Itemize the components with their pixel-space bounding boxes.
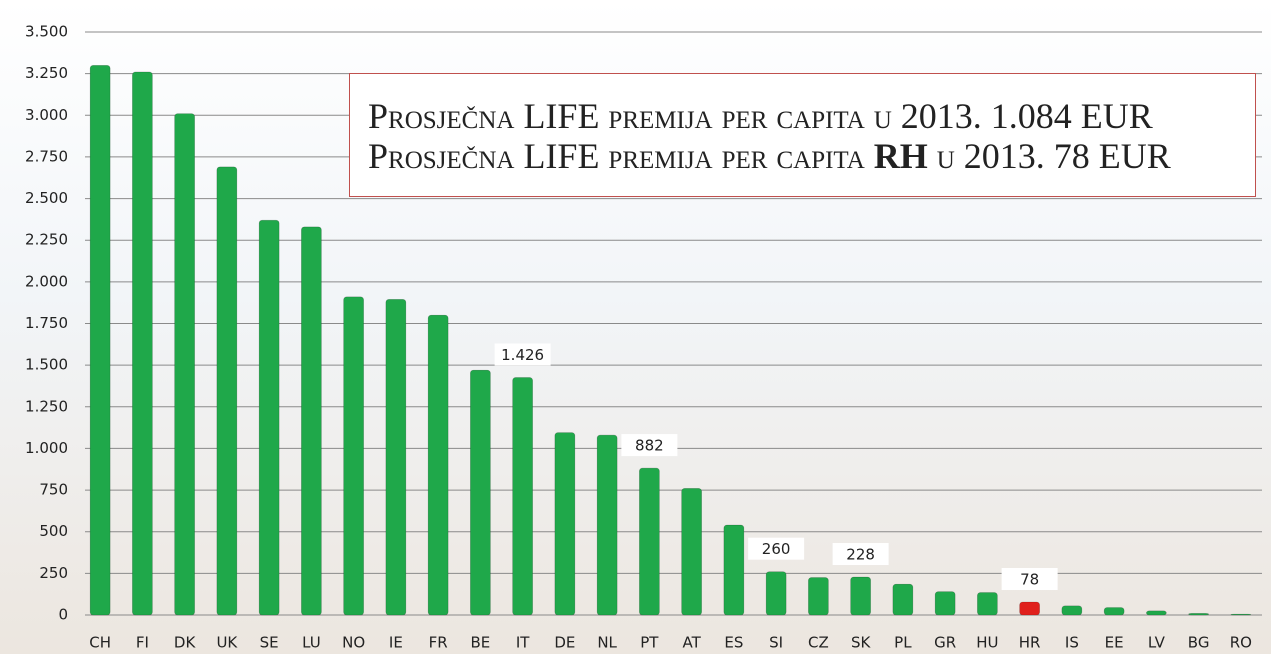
x-tick-label: RO: [1230, 634, 1252, 652]
y-tick-label: 2.500: [25, 189, 68, 207]
x-tick-label: UK: [216, 634, 238, 652]
data-label: 78: [1020, 571, 1039, 589]
x-tick-label: AT: [682, 634, 701, 652]
bar: [681, 488, 702, 616]
annotation-line: Prosječna LIFE premija per capita RH u 2…: [368, 136, 1255, 176]
bar: [934, 591, 956, 616]
bar: [89, 65, 111, 616]
x-tick-label: IS: [1065, 634, 1079, 652]
bar: [723, 524, 745, 616]
x-tick-label: SK: [851, 634, 872, 652]
bar: [258, 219, 280, 616]
x-tick-label: LV: [1148, 634, 1166, 652]
x-tick-label: PL: [894, 634, 912, 652]
x-tick-label: BG: [1188, 634, 1210, 652]
bar: [850, 576, 871, 616]
data-label-bg: [832, 543, 889, 566]
y-tick-label: 1.250: [25, 397, 68, 415]
x-tick-label: PT: [640, 634, 659, 652]
x-tick-label: HR: [1019, 634, 1041, 652]
x-tick-label: EE: [1105, 634, 1124, 652]
data-label: 1.426: [501, 346, 544, 364]
x-tick-label: DE: [554, 634, 575, 652]
bar: [808, 577, 829, 616]
bar: [765, 571, 787, 616]
data-label-bg: [1001, 568, 1058, 591]
x-tick-label: BE: [470, 634, 490, 652]
bar: [343, 296, 364, 616]
x-tick-label: CZ: [808, 634, 829, 652]
data-label-bg: [748, 537, 805, 560]
y-tick-label: 500: [39, 522, 68, 540]
annotation-text: u 2013. 78 EUR: [936, 136, 1171, 176]
annotation-line: Prosječna LIFE premija per capita u 2013…: [368, 96, 1255, 136]
x-tick-label: LU: [302, 634, 321, 652]
y-tick-label: 1.750: [25, 314, 68, 332]
y-tick-label: 1.500: [25, 356, 68, 374]
y-tick-label: 3.500: [25, 23, 68, 41]
x-tick-label: FI: [136, 634, 149, 652]
x-tick-label: SI: [769, 634, 783, 652]
bar: [216, 166, 238, 616]
y-tick-label: 2.750: [25, 147, 68, 165]
data-label: 260: [762, 540, 791, 558]
bar: [1188, 613, 1209, 616]
y-tick-label: 0: [58, 606, 68, 624]
data-label: 228: [846, 546, 875, 564]
bar: [301, 226, 322, 616]
y-tick-label: 250: [39, 564, 68, 582]
bar: [1103, 607, 1125, 616]
y-tick-label: 1.000: [25, 439, 68, 457]
annotation-text: Prosječna LIFE premija per capita u 2013…: [368, 96, 1153, 136]
bar: [892, 583, 914, 616]
x-tick-label: SE: [260, 634, 279, 652]
x-tick-label: HU: [976, 634, 998, 652]
x-tick-label: IE: [389, 634, 403, 652]
bar: [1061, 605, 1083, 616]
bar: [596, 434, 618, 616]
y-tick-label: 3.000: [25, 106, 68, 124]
bar: [427, 314, 449, 616]
x-tick-label: ES: [724, 634, 743, 652]
bar: [1230, 613, 1252, 616]
x-tick-label: IT: [516, 634, 530, 652]
y-tick-label: 2.250: [25, 231, 68, 249]
bar: [132, 71, 153, 616]
x-tick-label: NO: [342, 634, 365, 652]
x-tick-label: GR: [934, 634, 956, 652]
bar: [639, 467, 660, 616]
x-tick-label: DK: [174, 634, 197, 652]
bar: [174, 113, 195, 616]
x-tick-label: CH: [89, 634, 111, 652]
y-tick-label: 2.000: [25, 272, 68, 290]
y-tick-label: 3.250: [25, 64, 68, 82]
bar: [512, 377, 533, 616]
x-tick-label: NL: [597, 634, 617, 652]
bar: [385, 299, 407, 616]
annotation-text: RH: [873, 136, 928, 176]
annotation-box: Prosječna LIFE premija per capita u 2013…: [349, 73, 1256, 197]
bar: [554, 432, 576, 616]
data-label-bg: [494, 343, 551, 366]
bar: [977, 592, 998, 616]
bar: [1146, 610, 1167, 616]
bar: [1019, 601, 1040, 616]
x-tick-label: FR: [429, 634, 448, 652]
bar: [470, 369, 491, 616]
data-label-bg: [621, 434, 678, 457]
annotation-text: Prosječna LIFE premija per capita: [368, 136, 865, 176]
y-tick-label: 750: [39, 481, 68, 499]
data-label: 882: [635, 437, 664, 455]
